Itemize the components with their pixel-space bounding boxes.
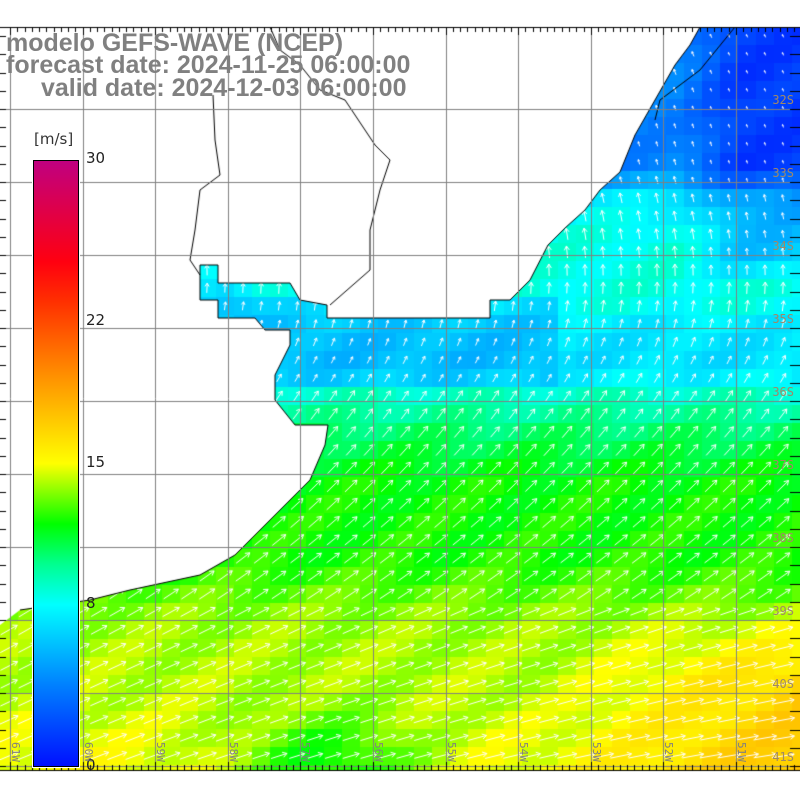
colorbar-tick-label: 22 [86, 311, 106, 330]
colorbar-tick-label: 8 [86, 594, 96, 613]
longitude-label: 53W [589, 742, 603, 762]
longitude-label: 54W [517, 742, 531, 762]
colorbar-unit: [m/s] [34, 130, 74, 148]
latitude-label: 40S [772, 677, 794, 691]
latitude-label: 38S [772, 531, 794, 545]
longitude-label: 57W [299, 742, 313, 762]
colorbar-tick-label: 30 [86, 149, 106, 168]
latitude-label: 39S [772, 604, 794, 618]
latitude-label: 35S [772, 312, 794, 326]
model-title: modelo GEFS-WAVE (NCEP) [6, 29, 344, 57]
colorbar-tick-label: 15 [86, 452, 106, 471]
latitude-label: 36S [772, 385, 794, 399]
longitude-label: 60W [81, 742, 95, 762]
latitude-label: 32S [772, 93, 794, 107]
colorbar-tick-label: 0 [86, 756, 96, 775]
latitude-label: 34S [772, 239, 794, 253]
longitude-label: 52W [662, 742, 676, 762]
longitude-label: 51W [735, 742, 748, 762]
colorbar-gradient [32, 159, 80, 768]
longitude-label: 56W [372, 742, 385, 762]
longitude-label: 58W [226, 742, 240, 762]
longitude-label: 59W [154, 742, 168, 762]
valid-date: valid date: 2024-12-03 06:00:00 [41, 74, 407, 102]
longitude-label: 55W [444, 742, 458, 762]
forecast-date: forecast date: 2024-11-25 06:00:00 [6, 51, 411, 79]
latitude-label: 33S [772, 166, 794, 180]
longitude-label: 61W [9, 742, 22, 762]
latitude-label: 37S [772, 458, 794, 472]
latitude-label: 41S [772, 750, 794, 764]
